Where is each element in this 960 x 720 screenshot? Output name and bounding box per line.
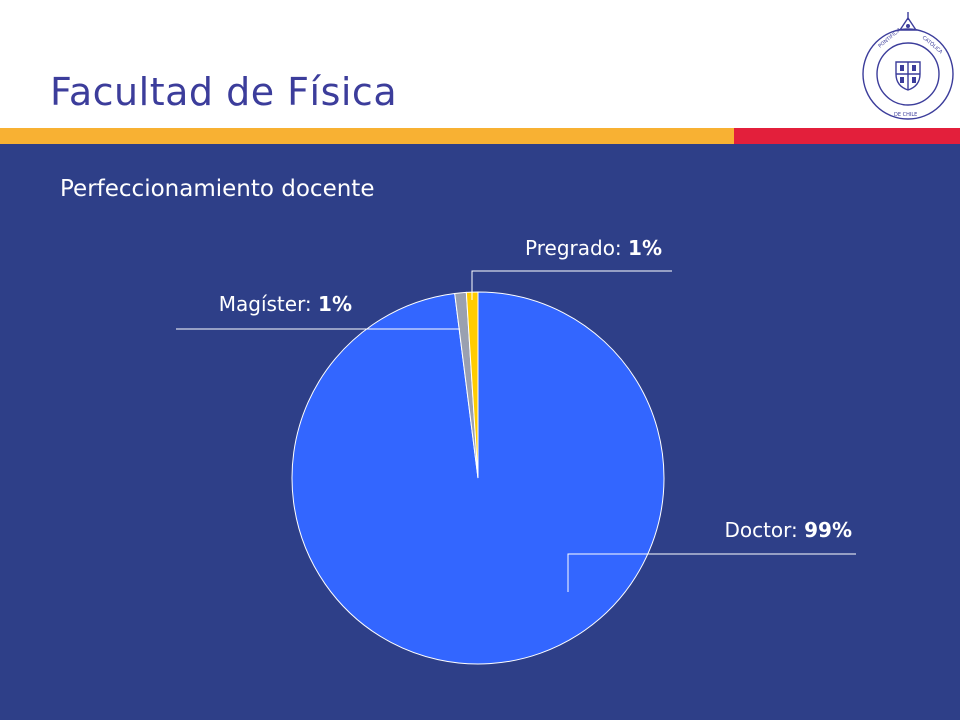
accent-bar-red [734,128,960,144]
leader-line-doctor [567,553,856,592]
svg-text:CATÓLICA: CATÓLICA [921,34,945,56]
leader-line-pregrado [471,270,672,300]
data-label-pregrado: Pregrado: 1% [525,236,662,260]
svg-text:DE CHILE: DE CHILE [894,112,917,118]
pie-chart: Doctor: 99% Magíster: 1% Pregrado: 1% [176,236,856,665]
data-label-magíster: Magíster: 1% [219,292,352,316]
page-title: Facultad de Física [50,70,398,114]
data-label-doctor: Doctor: 99% [724,518,852,542]
university-seal-logo: PONTIFICIA CATÓLICA DE CHILE [862,12,954,120]
header: Facultad de Física PONTIFICIA CATÓLICA D… [0,0,960,128]
accent-bar-yellow [0,128,734,144]
slide-subtitle: Perfeccionamiento docente [60,176,375,202]
